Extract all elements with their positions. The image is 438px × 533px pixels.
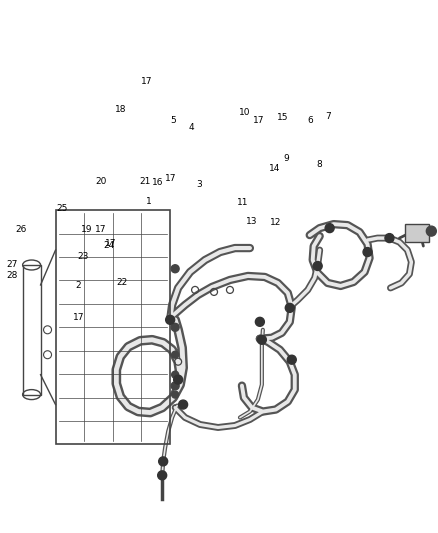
Circle shape bbox=[325, 224, 334, 232]
Circle shape bbox=[171, 265, 179, 273]
Text: 20: 20 bbox=[95, 177, 107, 186]
Bar bbox=[23, 265, 41, 394]
Circle shape bbox=[255, 317, 265, 326]
Text: 4: 4 bbox=[189, 123, 194, 132]
Circle shape bbox=[158, 471, 167, 480]
Text: 17: 17 bbox=[73, 313, 84, 322]
Bar bbox=[56, 210, 170, 445]
Text: 27: 27 bbox=[7, 260, 18, 269]
Text: 16: 16 bbox=[152, 178, 164, 187]
Text: 17: 17 bbox=[95, 225, 106, 234]
Text: 18: 18 bbox=[115, 105, 127, 114]
Text: 5: 5 bbox=[170, 116, 176, 125]
Circle shape bbox=[385, 233, 394, 243]
Circle shape bbox=[172, 351, 179, 358]
Circle shape bbox=[287, 355, 296, 364]
Circle shape bbox=[426, 226, 436, 236]
Text: 19: 19 bbox=[81, 225, 93, 234]
Text: 17: 17 bbox=[105, 239, 117, 248]
Circle shape bbox=[313, 262, 322, 270]
Text: 17: 17 bbox=[253, 116, 264, 125]
Text: 1: 1 bbox=[146, 197, 152, 206]
Text: 26: 26 bbox=[15, 225, 27, 234]
Circle shape bbox=[171, 382, 179, 390]
Text: 22: 22 bbox=[117, 278, 128, 287]
Text: 17: 17 bbox=[165, 174, 177, 183]
Circle shape bbox=[285, 303, 294, 312]
Text: 9: 9 bbox=[284, 154, 290, 163]
Circle shape bbox=[172, 371, 179, 378]
Text: 12: 12 bbox=[270, 219, 282, 228]
Text: 25: 25 bbox=[56, 204, 67, 213]
Text: 11: 11 bbox=[237, 198, 249, 207]
Circle shape bbox=[179, 400, 187, 409]
Text: 7: 7 bbox=[325, 112, 331, 121]
Text: 28: 28 bbox=[7, 271, 18, 279]
Text: 3: 3 bbox=[197, 180, 202, 189]
Circle shape bbox=[173, 375, 183, 384]
Circle shape bbox=[172, 391, 179, 398]
Text: 10: 10 bbox=[240, 108, 251, 117]
Circle shape bbox=[258, 335, 266, 344]
Text: 6: 6 bbox=[308, 116, 314, 125]
Circle shape bbox=[159, 457, 168, 466]
Text: 13: 13 bbox=[247, 217, 258, 226]
Text: 21: 21 bbox=[139, 177, 151, 186]
Text: 14: 14 bbox=[269, 164, 281, 173]
Circle shape bbox=[166, 316, 175, 324]
Text: 8: 8 bbox=[317, 160, 322, 169]
Text: 23: 23 bbox=[77, 253, 88, 261]
Text: 15: 15 bbox=[276, 113, 288, 122]
Circle shape bbox=[171, 324, 179, 332]
Circle shape bbox=[363, 247, 372, 256]
Bar bbox=[406, 224, 429, 242]
Text: 17: 17 bbox=[141, 77, 153, 86]
Text: 24: 24 bbox=[103, 241, 115, 250]
Text: 2: 2 bbox=[75, 281, 81, 290]
